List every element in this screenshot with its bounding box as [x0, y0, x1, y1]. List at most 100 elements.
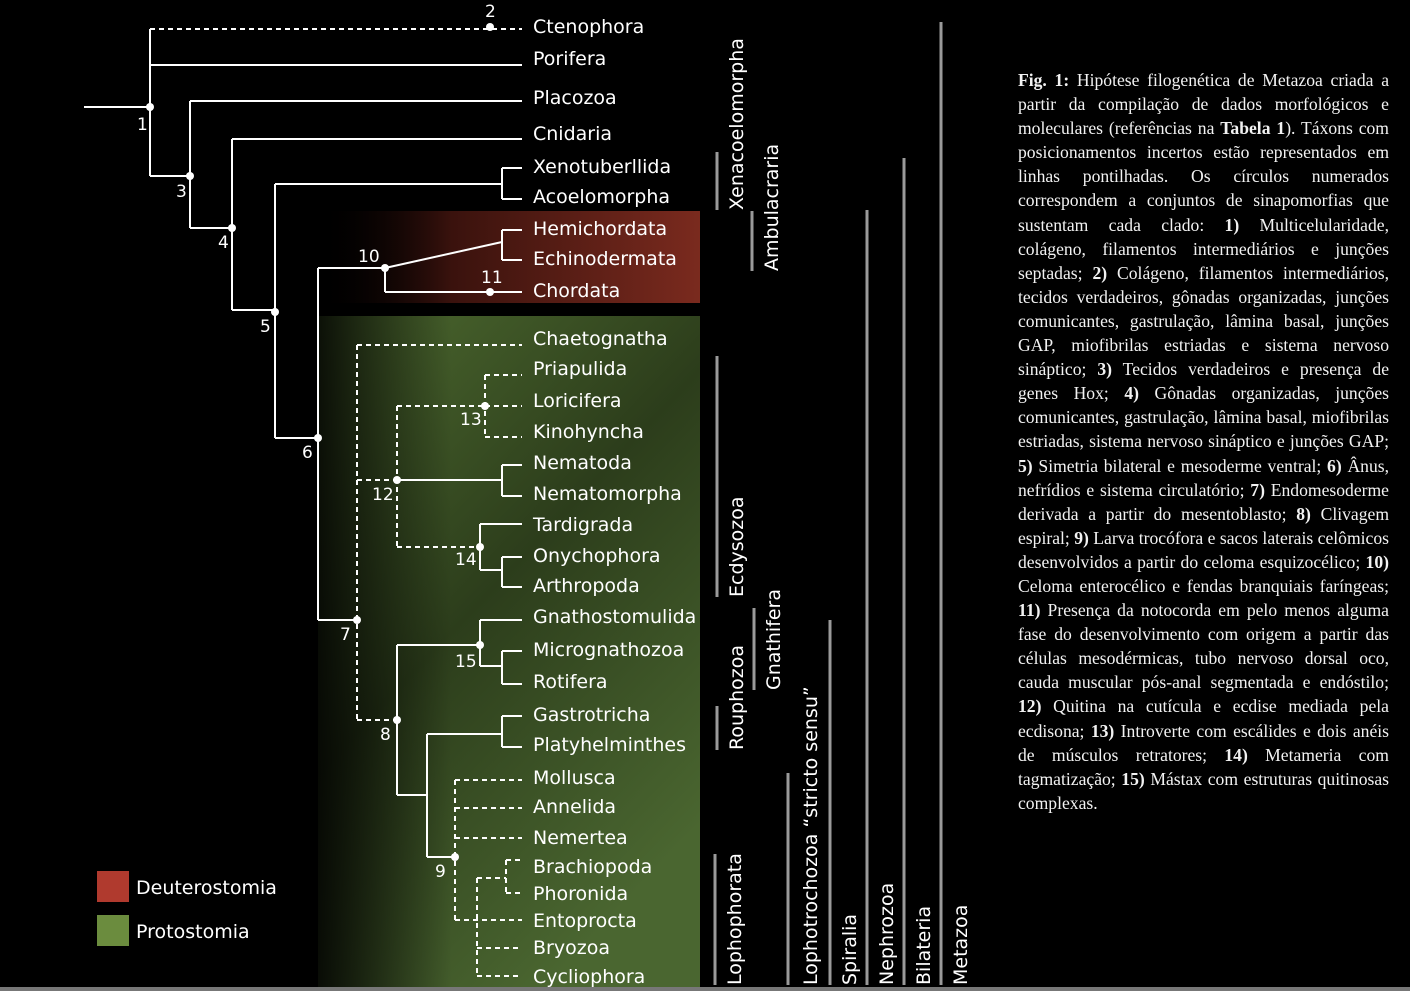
node-number: 9: [435, 862, 446, 882]
node-marker: [353, 616, 361, 624]
node-marker: [271, 308, 279, 316]
clade-label: Rouphozoa: [726, 645, 748, 750]
clade-label: Lophophorata: [724, 853, 746, 985]
clade-label: Lophotrochozoa “stricto sensu”: [800, 686, 822, 985]
taxon-label: Acoelomorpha: [533, 186, 670, 208]
node-number: 8: [380, 725, 391, 745]
taxon-label: Onychophora: [533, 545, 661, 567]
caption-item-text: Ânus, nefrídios e sistema circulatório;: [1018, 455, 1389, 500]
taxon-label: Loricifera: [533, 390, 622, 412]
figure-caption: Fig. 1: Hipótese filogenética de Metazoa…: [1018, 68, 1389, 976]
caption-item-number: 13): [1090, 720, 1115, 741]
taxon-label: Hemichordata: [533, 218, 667, 240]
caption-intro-2: ). Táxons com posicionamentos incertos e…: [1018, 118, 1389, 235]
node-number: 1: [137, 115, 148, 135]
taxon-label: Placozoa: [533, 87, 617, 109]
caption-item-number: 1): [1224, 214, 1240, 235]
caption-item-number: 7): [1250, 479, 1265, 500]
caption-item-number: 6): [1327, 455, 1342, 476]
caption-item-number: 12): [1018, 696, 1042, 717]
clade-label: Spiralia: [839, 914, 861, 985]
caption-item-number: 15): [1121, 768, 1145, 789]
clade-label: Metazoa: [950, 905, 972, 985]
node-marker: [451, 853, 459, 861]
node-number: 3: [176, 182, 187, 202]
caption-item-text: Mástax com estruturas quitinosas complex…: [1018, 768, 1389, 813]
taxon-label: Gnathostomulida: [533, 606, 696, 628]
caption-item-text: Larva trocófora e sacos laterais celômic…: [1018, 527, 1389, 572]
taxon-label: Gastrotricha: [533, 704, 650, 726]
legend-swatch: [97, 915, 129, 946]
legend-label: Deuterostomia: [136, 877, 277, 899]
caption-synapomorphy-list: 1) Multicelularidade, colágeno, filament…: [1018, 215, 1389, 813]
node-number: 6: [302, 443, 313, 463]
legend-label: Protostomia: [136, 921, 250, 943]
node-number: 14: [455, 550, 477, 570]
caption-intro: Hipótese filogenética de Metazoa criada …: [1018, 70, 1389, 139]
caption-item-text: Clivagem espiral;: [1018, 503, 1389, 548]
node-number: 7: [340, 625, 351, 645]
taxon-label: Nemertea: [533, 827, 628, 849]
node-marker: [186, 172, 194, 180]
taxon-label: Brachiopoda: [533, 856, 652, 878]
taxon-label: Nematoda: [533, 452, 632, 474]
caption-item-text: Multicelularidade, colágeno, filamentos …: [1018, 214, 1389, 283]
caption-item-number: 4): [1124, 383, 1139, 404]
caption-item-number: 8): [1296, 503, 1311, 524]
caption-item-text: Colágeno, filamentos intermediários, tec…: [1018, 262, 1389, 380]
caption-item-text: Quitina na cutícula e ecdise mediada pel…: [1018, 696, 1389, 741]
node-marker: [476, 543, 484, 551]
caption-item-text: Introverte com escálides e dois anéis de…: [1018, 720, 1389, 765]
node-marker: [314, 434, 322, 442]
taxon-label: Cnidaria: [533, 123, 612, 145]
taxon-label: Kinohyncha: [533, 421, 644, 443]
taxon-label: Chordata: [533, 280, 620, 302]
node-marker: [228, 224, 236, 232]
taxon-label: Rotifera: [533, 671, 608, 693]
caption-item-number: 14): [1224, 744, 1248, 765]
node-number: 2: [485, 2, 496, 22]
legend-swatch: [97, 871, 129, 902]
taxon-label: Phoronida: [533, 883, 628, 905]
caption-item-number: 2): [1092, 262, 1108, 283]
caption-item-text: Tecidos verdadeiros e presença de genes …: [1018, 359, 1389, 404]
taxon-label: Annelida: [533, 796, 616, 818]
caption-lead: Fig. 1:: [1018, 70, 1070, 90]
caption-item-text: Simetria bilateral e mesoderme ventral;: [1032, 455, 1328, 476]
taxon-label: Porifera: [533, 48, 606, 70]
taxon-label: Ctenophora: [533, 16, 644, 38]
node-marker: [476, 641, 484, 649]
caption-item-number: 9): [1074, 527, 1089, 548]
node-number: 10: [358, 247, 380, 267]
bottom-border: [0, 987, 1410, 991]
clade-label: Nephrozoa: [876, 883, 898, 985]
caption-item-text: Gônadas organizadas, junções comunicante…: [1018, 383, 1389, 452]
taxon-label: Tardigrada: [532, 514, 633, 536]
clade-label: Xenacoelomorpha: [726, 38, 748, 210]
node-marker: [486, 23, 494, 31]
caption-table-ref: Tabela 1: [1220, 118, 1286, 139]
caption-item-number: 10): [1365, 551, 1389, 572]
taxon-label: Nematomorpha: [533, 483, 682, 505]
caption-item-text: Metameria com tagmatização;: [1018, 744, 1389, 789]
node-number: 15: [455, 652, 477, 672]
node-number: 4: [218, 233, 229, 253]
clade-label: Bilateria: [913, 906, 935, 985]
taxon-label: Priapulida: [533, 358, 627, 380]
node-number: 13: [460, 410, 482, 430]
caption-item-number: 5): [1018, 455, 1033, 476]
taxon-label: Platyhelminthes: [533, 734, 686, 756]
clade-label: Ambulacraria: [761, 144, 783, 271]
branch: [384, 241, 503, 269]
caption-item-text: Endomesoderme derivada a partir do mesen…: [1018, 479, 1389, 524]
taxon-label: Echinodermata: [533, 248, 677, 270]
taxon-label: Mollusca: [533, 767, 616, 789]
taxon-label: Bryozoa: [533, 937, 610, 959]
taxon-label: Cycliophora: [533, 966, 645, 988]
taxon-label: Xenotuberllida: [533, 156, 671, 178]
node-marker: [486, 288, 494, 296]
node-marker: [393, 476, 401, 484]
caption-item-text: Celoma enterocélico e fendas branquiais …: [1018, 575, 1389, 596]
taxon-label: Arthropoda: [533, 575, 640, 597]
